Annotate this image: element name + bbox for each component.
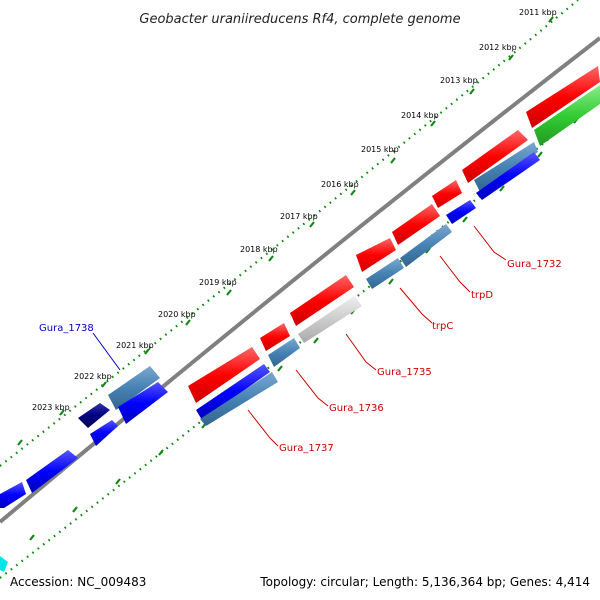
kbp-label-2018: 2018 kbp bbox=[240, 245, 278, 254]
gene-arrow bbox=[268, 338, 300, 367]
kbp-label-2016: 2016 kbp bbox=[321, 180, 359, 189]
gene-label-trpd: trpD bbox=[471, 290, 493, 301]
gene-arrow bbox=[474, 142, 538, 192]
kbp-label-2022: 2022 kbp bbox=[74, 372, 112, 381]
gene-arrow bbox=[462, 130, 528, 183]
gene-arrow bbox=[356, 238, 396, 272]
kbp-label-2021: 2021 kbp bbox=[116, 341, 154, 350]
kbp-label-2014: 2014 kbp bbox=[401, 111, 439, 120]
gene-arrow bbox=[0, 482, 26, 508]
accession-text: Accession: NC_009483 bbox=[10, 575, 146, 589]
gene-arrow bbox=[26, 450, 78, 493]
kbp-label-2015: 2015 kbp bbox=[361, 145, 399, 154]
gene-arrow bbox=[0, 556, 8, 572]
map-title: Geobacter uraniireducens Rf4, complete g… bbox=[139, 12, 460, 27]
gene-arrow bbox=[90, 420, 118, 446]
gene-arrow bbox=[432, 180, 462, 208]
gene-arrow bbox=[366, 258, 404, 289]
kbp-label-2020: 2020 kbp bbox=[158, 310, 196, 319]
kbp-label-2011: 2011 kbp bbox=[519, 8, 557, 17]
kbp-label-2013: 2013 kbp bbox=[440, 76, 478, 85]
genome-backbone bbox=[0, 36, 600, 524]
kbp-label-2017: 2017 kbp bbox=[280, 212, 318, 221]
gene-arrow bbox=[526, 66, 600, 128]
gene-arrow bbox=[298, 296, 362, 343]
kbp-label-2023: 2023 kbp bbox=[32, 403, 70, 412]
gene-arrow bbox=[188, 347, 260, 403]
gene-arrow bbox=[400, 224, 452, 267]
gene-arrow bbox=[290, 275, 354, 326]
gene-arrow bbox=[108, 366, 160, 410]
gene-arrow bbox=[446, 200, 476, 224]
gene-arrow bbox=[200, 372, 278, 426]
gene-arrow bbox=[196, 364, 270, 420]
gene-arrow bbox=[476, 152, 540, 200]
outer-features bbox=[0, 366, 168, 508]
gene-arrow bbox=[78, 403, 110, 428]
outer-tick-ring bbox=[0, 0, 579, 467]
gene-arrow bbox=[534, 85, 600, 146]
kbp-tick-labels: 2011 kbp 2012 kbp 2013 kbp 2014 kbp 2015… bbox=[32, 8, 557, 412]
gene-label-gura-1736: Gura_1736 bbox=[329, 403, 384, 414]
gene-arrow bbox=[260, 323, 290, 351]
gene-arrow bbox=[392, 204, 440, 245]
gene-labels: Gura_1732 trpD trpC Gura_1735 Gura_1736 … bbox=[39, 259, 562, 454]
gene-arrow bbox=[118, 382, 168, 424]
label-leader-lines bbox=[92, 225, 507, 447]
inner-features bbox=[0, 66, 600, 572]
gene-label-gura-1732: Gura_1732 bbox=[507, 259, 562, 270]
topology-text: Topology: circular; Length: 5,136,364 bp… bbox=[259, 575, 590, 589]
gene-label-gura-1737: Gura_1737 bbox=[279, 443, 334, 454]
gene-label-gura-1738: Gura_1738 bbox=[39, 323, 94, 334]
kbp-label-2012: 2012 kbp bbox=[479, 43, 517, 52]
outer-major-ticks bbox=[17, 16, 554, 446]
kbp-label-2019: 2019 kbp bbox=[199, 278, 237, 287]
gene-label-trpc: trpC bbox=[432, 321, 453, 332]
gene-label-gura-1735: Gura_1735 bbox=[377, 367, 432, 378]
